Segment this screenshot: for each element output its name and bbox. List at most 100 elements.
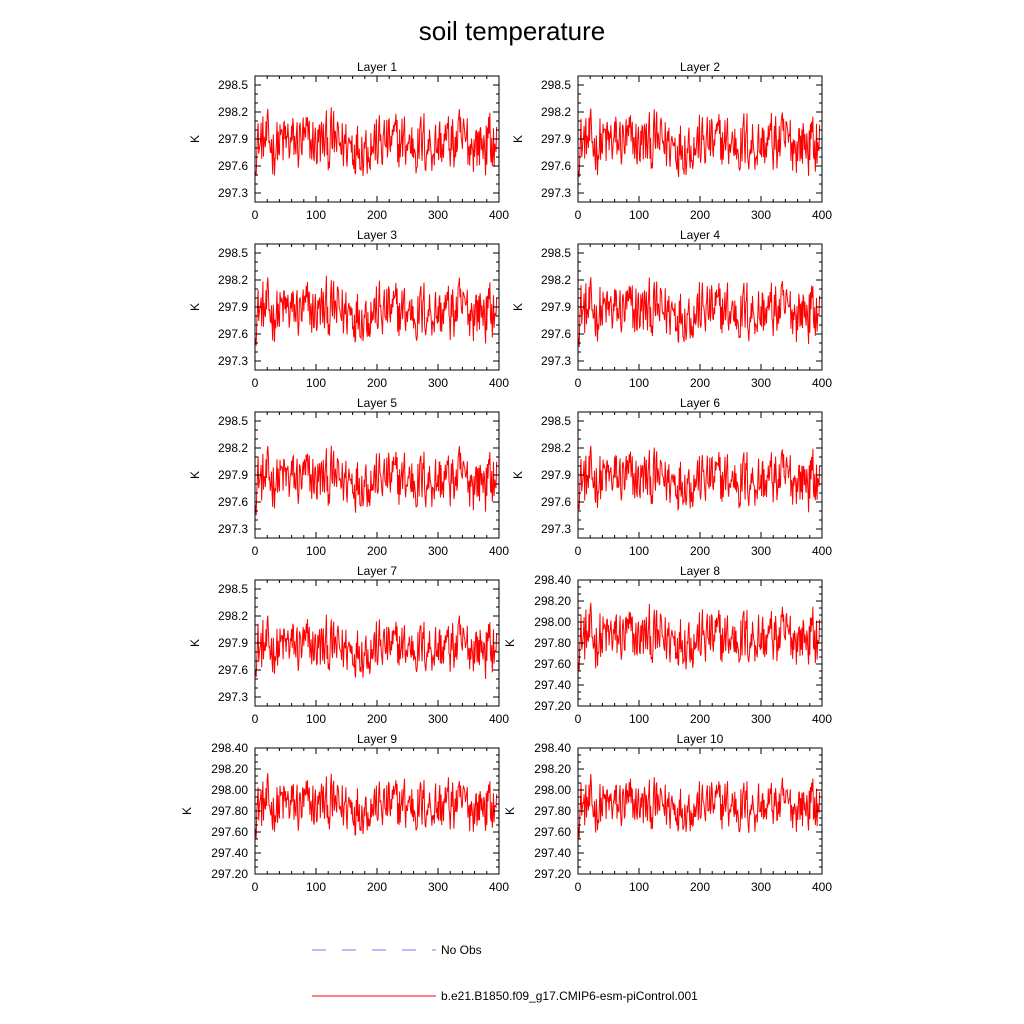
series-line: [255, 773, 498, 839]
x-tick-label: 300: [751, 712, 771, 726]
x-tick-label: 400: [812, 376, 832, 390]
y-axis-label: K: [188, 639, 202, 647]
x-tick-label: 200: [367, 712, 387, 726]
x-tick-label: 100: [629, 544, 649, 558]
x-tick-label: 0: [252, 544, 259, 558]
legend-label: b.e21.B1850.f09_g17.CMIP6-esm-piControl.…: [441, 989, 698, 1003]
series-line: [578, 445, 821, 513]
y-axis-label: K: [188, 471, 202, 479]
legend-entry: No Obs: [312, 943, 482, 957]
panel-title: Layer 5: [357, 396, 397, 410]
x-tick-label: 200: [690, 208, 710, 222]
x-tick-label: 0: [252, 880, 259, 894]
y-tick-label: 297.6: [218, 495, 248, 509]
x-tick-label: 0: [575, 376, 582, 390]
y-tick-label: 298.40: [534, 573, 571, 587]
panel-layer-7: Layer 7 0 100 200 300 400 297.3 297.6 297.9 298.2…: [188, 564, 509, 726]
x-tick-label: 300: [428, 376, 448, 390]
y-tick-label: 298.2: [218, 609, 248, 623]
x-tick-label: 300: [428, 208, 448, 222]
panel-layer-10: Layer 10 0 100 200 300 400 297.20 297.40 297.60 2…: [503, 732, 832, 894]
x-tick-label: 0: [575, 208, 582, 222]
y-tick-label: 297.3: [218, 354, 248, 368]
y-tick-label: 298.5: [218, 414, 248, 428]
x-tick-label: 200: [690, 544, 710, 558]
y-tick-label: 298.5: [218, 246, 248, 260]
series-line: [255, 275, 498, 346]
y-tick-label: 298.2: [541, 441, 571, 455]
x-tick-label: 0: [252, 712, 259, 726]
y-tick-label: 297.80: [534, 636, 571, 650]
y-tick-label: 298.40: [534, 741, 571, 755]
y-tick-label: 298.5: [541, 414, 571, 428]
series-line: [578, 773, 821, 840]
x-tick-label: 300: [428, 880, 448, 894]
y-tick-label: 298.2: [218, 441, 248, 455]
x-tick-label: 0: [252, 208, 259, 222]
x-tick-label: 400: [812, 880, 832, 894]
x-tick-label: 200: [690, 376, 710, 390]
panel-title: Layer 6: [680, 396, 720, 410]
y-tick-label: 297.9: [541, 132, 571, 146]
x-tick-label: 400: [812, 544, 832, 558]
y-tick-label: 297.20: [534, 867, 571, 881]
y-tick-label: 298.5: [218, 78, 248, 92]
y-tick-label: 297.6: [218, 159, 248, 173]
x-tick-label: 100: [629, 376, 649, 390]
panel-title: Layer 3: [357, 228, 397, 242]
panel-layer-8: Layer 8 0 100 200 300 400 297.20 297.40 297.60 29…: [503, 564, 832, 726]
x-tick-label: 300: [428, 544, 448, 558]
x-tick-label: 200: [367, 544, 387, 558]
y-tick-label: 297.80: [534, 804, 571, 818]
x-tick-label: 100: [306, 712, 326, 726]
panel-title: Layer 7: [357, 564, 397, 578]
y-tick-label: 297.80: [211, 804, 248, 818]
panel-title: Layer 1: [357, 60, 397, 74]
x-tick-label: 400: [812, 208, 832, 222]
series-line: [578, 108, 821, 178]
legend-label: No Obs: [441, 943, 482, 957]
x-tick-label: 0: [575, 544, 582, 558]
y-tick-label: 297.9: [541, 300, 571, 314]
x-tick-label: 400: [489, 208, 509, 222]
y-tick-label: 297.40: [534, 846, 571, 860]
y-tick-label: 297.60: [211, 825, 248, 839]
y-tick-label: 298.20: [534, 594, 571, 608]
x-tick-label: 100: [306, 880, 326, 894]
y-tick-label: 297.9: [218, 300, 248, 314]
y-tick-label: 297.6: [218, 663, 248, 677]
y-tick-label: 297.6: [541, 159, 571, 173]
panel-title: Layer 9: [357, 732, 397, 746]
y-axis-label: K: [511, 135, 525, 143]
y-tick-label: 297.60: [534, 657, 571, 671]
y-axis-label: K: [188, 135, 202, 143]
panel-title: Layer 2: [680, 60, 720, 74]
panel-title: Layer 8: [680, 564, 720, 578]
y-tick-label: 298.2: [541, 273, 571, 287]
y-axis-label: K: [180, 807, 194, 815]
figure-title: soil temperature: [419, 16, 605, 46]
panel-layer-2: Layer 2 0 100 200 300 400 297.3 297.6 297.9 298.2…: [511, 60, 832, 222]
x-tick-label: 300: [751, 208, 771, 222]
x-tick-label: 100: [629, 712, 649, 726]
y-tick-label: 297.3: [541, 186, 571, 200]
x-tick-label: 400: [489, 880, 509, 894]
panel-layer-6: Layer 6 0 100 200 300 400 297.3 297.6 297.9 298.2…: [511, 396, 832, 558]
y-tick-label: 298.20: [211, 762, 248, 776]
x-tick-label: 100: [629, 880, 649, 894]
y-tick-label: 298.2: [218, 273, 248, 287]
y-axis-label: K: [503, 639, 517, 647]
panel-layer-9: Layer 9 0 100 200 300 400 297.20 297.40 297.60 29…: [180, 732, 509, 894]
x-tick-label: 400: [489, 544, 509, 558]
x-tick-label: 300: [751, 880, 771, 894]
y-tick-label: 297.20: [211, 867, 248, 881]
x-tick-label: 100: [306, 376, 326, 390]
panel-layer-4: Layer 4 0 100 200 300 400 297.3 297.6 297.9 298.2…: [511, 228, 832, 390]
y-tick-label: 297.3: [218, 522, 248, 536]
x-tick-label: 300: [751, 376, 771, 390]
y-tick-label: 298.2: [541, 105, 571, 119]
y-tick-label: 298.5: [541, 78, 571, 92]
series-line: [255, 614, 498, 680]
y-tick-label: 297.40: [534, 678, 571, 692]
x-tick-label: 0: [575, 880, 582, 894]
